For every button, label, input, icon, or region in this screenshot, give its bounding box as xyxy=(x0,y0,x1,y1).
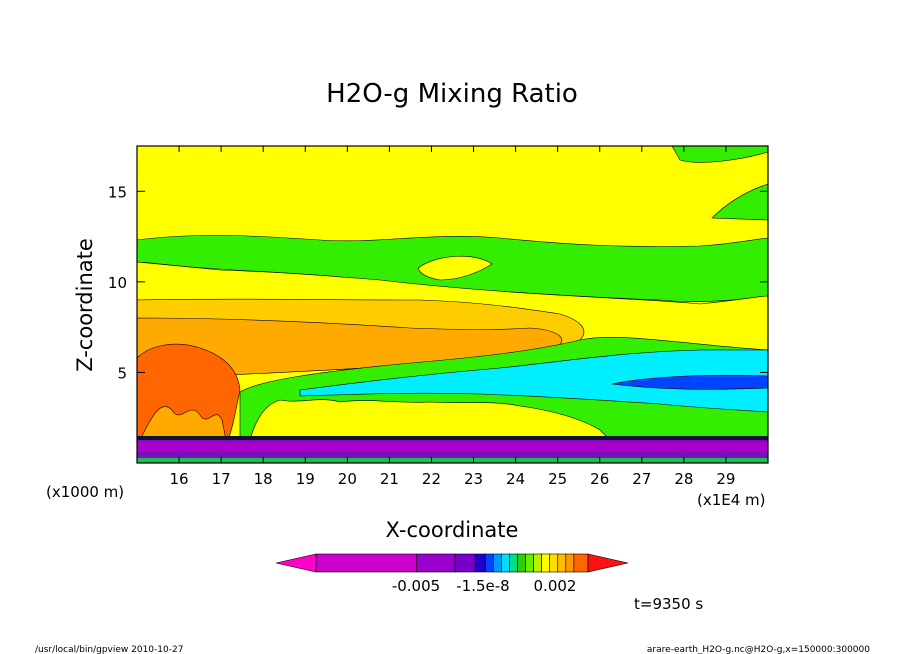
yellow-island xyxy=(417,255,493,281)
x-tick-label: 16 xyxy=(170,470,189,488)
boundary-green-floor xyxy=(137,458,768,463)
time-annotation: t=9350 s xyxy=(634,595,703,613)
colorbar-swatch xyxy=(573,553,589,573)
x-tick-label: 28 xyxy=(674,470,693,488)
colorbar-swatch xyxy=(517,553,526,573)
boundary-magenta xyxy=(137,442,768,452)
colorbar-swatch xyxy=(416,553,456,573)
footer-right: arare-earth_H2O-g.nc@H2O-g,x=150000:3000… xyxy=(647,645,870,654)
x-tick-label: 27 xyxy=(632,470,651,488)
colorbar-swatch xyxy=(565,553,575,573)
colorbar-swatch xyxy=(474,553,486,573)
chart-title: H2O-g Mixing Ratio xyxy=(326,79,578,109)
x-tick-label: 29 xyxy=(716,470,735,488)
colorbar-label: -0.005 xyxy=(392,577,440,595)
x-units-label: (x1E4 m) xyxy=(697,491,766,509)
y-axis-title: Z-coordinate xyxy=(73,238,97,372)
x-tick-label: 26 xyxy=(590,470,609,488)
boundary-dark-line xyxy=(137,436,768,440)
band-cyan xyxy=(299,349,768,413)
x-tick-label: 22 xyxy=(422,470,441,488)
x-tick-label: 21 xyxy=(380,470,399,488)
x-tick-label: 18 xyxy=(254,470,273,488)
x-tick-label: 19 xyxy=(296,470,315,488)
x-tick-label: 25 xyxy=(548,470,567,488)
colorbar-swatch xyxy=(493,553,502,573)
colorbar-swatch xyxy=(501,553,510,573)
y-tick-label: 10 xyxy=(108,274,127,292)
colorbar-labels: -0.005 -1.5e-8 0.002 xyxy=(392,577,577,595)
x-axis-title: X-coordinate xyxy=(386,518,519,542)
colorbar-swatch xyxy=(525,553,534,573)
x-axis: 16 17 18 19 20 21 22 23 24 25 26 27 28 29 xyxy=(170,146,735,488)
x-tick-label: 24 xyxy=(506,470,525,488)
colorbar-swatch xyxy=(557,553,567,573)
colorbar-swatch xyxy=(509,553,518,573)
footer-left: /usr/local/bin/gpview 2010-10-27 xyxy=(35,645,183,654)
x-tick-label: 20 xyxy=(338,470,357,488)
colorbar-label: -1.5e-8 xyxy=(456,577,509,595)
y-tick-label: 15 xyxy=(108,183,127,201)
colorbar-under-arrow xyxy=(275,553,317,573)
y-units-label: (x1000 m) xyxy=(46,483,124,501)
plot-frame xyxy=(136,145,769,464)
lower-yellow xyxy=(249,399,611,441)
y-tick-label: 5 xyxy=(117,364,127,382)
blue-patch xyxy=(611,374,768,390)
x-tick-label: 17 xyxy=(212,470,231,488)
y-axis: 5 10 15 xyxy=(108,183,768,382)
colorbar-label: 0.002 xyxy=(534,577,577,595)
colorbar-swatch xyxy=(454,553,476,573)
colorbar-swatch xyxy=(315,553,418,573)
colorbar xyxy=(275,553,629,573)
colorbar-swatch xyxy=(541,553,551,573)
plot-area xyxy=(137,146,768,463)
colorbar-swatch xyxy=(533,553,542,573)
colorbar-over-arrow xyxy=(587,553,629,573)
x-tick-label: 23 xyxy=(464,470,483,488)
lower-orange xyxy=(139,406,227,441)
colorbar-swatch xyxy=(484,553,494,573)
colorbar-swatch xyxy=(549,553,559,573)
